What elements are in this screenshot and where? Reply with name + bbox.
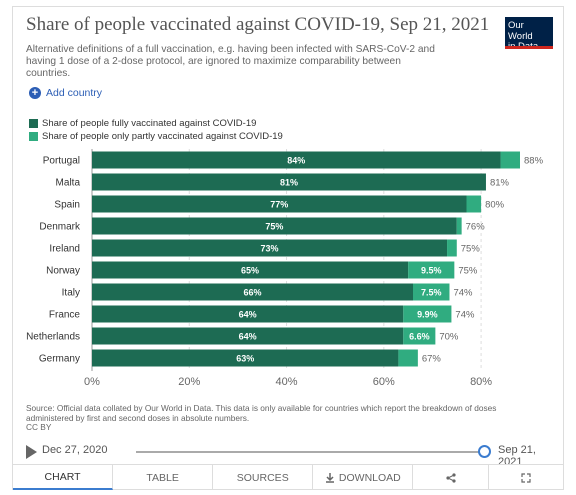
fullscreen-button[interactable] (489, 465, 563, 490)
category-label: Denmark (39, 222, 81, 233)
x-tick-label: 60% (373, 376, 395, 388)
chart-subtitle: Alternative definitions of a full vaccin… (26, 44, 435, 79)
total-label: 76% (466, 222, 486, 233)
bar-partly-vaccinated (408, 261, 455, 279)
legend-swatch-partly (29, 132, 38, 141)
tab-bar: CHART TABLE SOURCES DOWNLOAD (13, 464, 563, 490)
share-button[interactable] (413, 465, 489, 490)
data-label-fully: 77% (270, 200, 288, 210)
total-label: 70% (439, 332, 459, 343)
data-label-fully: 64% (239, 310, 257, 320)
tab-sources[interactable]: SOURCES (213, 465, 314, 490)
legend: Share of people fully vaccinated against… (29, 117, 283, 143)
bar-partly-vaccinated (413, 283, 450, 301)
data-label-partly: 9.9% (417, 310, 438, 320)
legend-label-fully: Share of people fully vaccinated against… (42, 118, 257, 129)
bar-fully-vaccinated (92, 217, 457, 235)
category-label: Spain (54, 200, 80, 211)
bar-fully-vaccinated (92, 173, 486, 191)
bar-fully-vaccinated (92, 327, 404, 345)
tab-chart[interactable]: CHART (13, 465, 114, 490)
bar-partly-vaccinated (447, 239, 457, 257)
data-label-partly: 7.5% (421, 288, 442, 298)
tab-table[interactable]: TABLE (113, 465, 214, 490)
bar-chart: 0% 20% 40% 60% 80% Portugal 84% 88% Malta 81% 81% S… (26, 149, 544, 388)
bar-partly-vaccinated (456, 217, 462, 235)
data-label-fully: 65% (241, 266, 259, 276)
data-label-fully: 84% (287, 156, 305, 166)
timeline-track[interactable] (136, 451, 486, 453)
x-tick-label: 80% (470, 376, 492, 388)
bar-partly-vaccinated (403, 305, 452, 323)
bar-partly-vaccinated (403, 327, 436, 345)
tab-chart-label: CHART (44, 470, 81, 483)
category-label: Norway (46, 266, 80, 277)
source-text: Source: Official data collated by Our Wo… (26, 403, 497, 423)
bar-partly-vaccinated (466, 195, 482, 213)
data-label-fully: 66% (243, 288, 261, 298)
category-label: Italy (62, 288, 80, 299)
x-tick-label: 20% (178, 376, 200, 388)
logo-line-1: Our World (508, 20, 533, 42)
share-icon (445, 472, 456, 483)
total-label: 75% (458, 266, 478, 277)
bar-fully-vaccinated (92, 261, 409, 279)
data-label-fully: 64% (239, 332, 257, 342)
category-label: France (49, 310, 81, 321)
add-country-label: Add country (46, 87, 103, 99)
timeline-end-date: Sep 21, 2021 (498, 444, 536, 468)
bar-fully-vaccinated (92, 305, 404, 323)
expand-icon (521, 472, 531, 483)
x-tick-label: 40% (276, 376, 298, 388)
bar-fully-vaccinated (92, 151, 501, 169)
bar-fully-vaccinated (92, 195, 467, 213)
total-label: 81% (490, 178, 510, 189)
owid-logo[interactable]: Our World in Data (505, 17, 553, 52)
logo-bar (505, 46, 553, 49)
category-label: Malta (56, 178, 81, 189)
data-label-fully: 63% (236, 354, 254, 364)
data-label-partly: 6.6% (409, 332, 430, 342)
data-label-partly: 9.5% (421, 266, 442, 276)
timeline: Dec 27, 2020 Sep 21, 2021 (26, 442, 556, 468)
download-icon (325, 472, 334, 483)
bar-partly-vaccinated (500, 151, 520, 169)
total-label: 74% (453, 288, 473, 299)
total-label: 75% (461, 244, 481, 255)
bar-fully-vaccinated (92, 349, 399, 367)
timeline-start-date: Dec 27, 2020 (42, 444, 108, 456)
total-label: 88% (524, 156, 544, 167)
tab-table-label: TABLE (146, 471, 179, 484)
tab-download-label: DOWNLOAD (338, 471, 401, 484)
bar-fully-vaccinated (92, 239, 448, 257)
category-label: Netherlands (26, 332, 80, 343)
play-icon[interactable] (26, 445, 37, 459)
tab-download[interactable]: DOWNLOAD (313, 465, 414, 490)
legend-item-partly[interactable]: Share of people only partly vaccinated a… (29, 130, 283, 143)
data-label-fully: 75% (265, 222, 283, 232)
add-country-button[interactable]: + Add country (29, 87, 102, 99)
legend-swatch-fully (29, 119, 38, 128)
bar-fully-vaccinated (92, 283, 413, 301)
license-text[interactable]: CC BY (26, 422, 52, 433)
total-label: 74% (455, 310, 475, 321)
chart-card: Share of people vaccinated against COVID… (12, 6, 564, 490)
total-label: 67% (422, 354, 442, 365)
x-tick-label: 0% (84, 376, 100, 388)
legend-item-fully[interactable]: Share of people fully vaccinated against… (29, 117, 283, 130)
source-note: Source: Official data collated by Our Wo… (26, 403, 546, 433)
category-label: Germany (39, 354, 80, 365)
total-label: 80% (485, 200, 505, 211)
tab-sources-label: SOURCES (236, 471, 289, 484)
plus-icon: + (29, 87, 41, 99)
timeline-handle[interactable] (478, 445, 491, 458)
category-label: Portugal (43, 156, 80, 167)
category-label: Ireland (49, 244, 80, 255)
data-label-fully: 73% (261, 244, 279, 254)
bar-partly-vaccinated (398, 349, 418, 367)
legend-label-partly: Share of people only partly vaccinated a… (42, 131, 283, 142)
data-label-fully: 81% (280, 178, 298, 188)
chart-title: Share of people vaccinated against COVID… (26, 14, 490, 35)
